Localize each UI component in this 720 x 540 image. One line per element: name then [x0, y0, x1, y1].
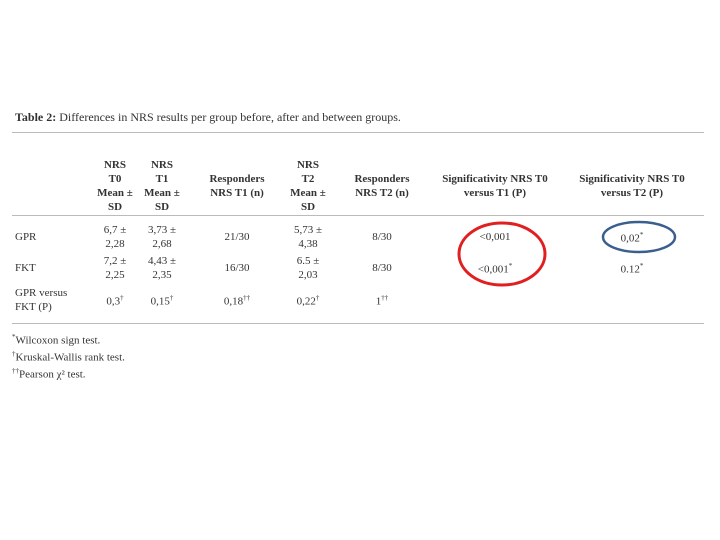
- cell: 0,3†: [50, 286, 180, 314]
- cell-text: 3,73 ± 2,68: [147, 224, 177, 250]
- cell-content: <0,001*: [430, 259, 560, 277]
- caption: Table 2: Differences in NRS results per …: [15, 110, 401, 125]
- footnote: *Wilcoxon sign test.: [12, 333, 100, 347]
- cell-content: 5,73 ± 4,38: [243, 223, 373, 251]
- cell: 4,43 ± 2,35: [97, 254, 227, 282]
- cell-content: 4,43 ± 2,35: [97, 254, 227, 282]
- footnote-text: Kruskal-Wallis rank test.: [15, 351, 125, 364]
- cell-content: 6,7 ± 2,28: [50, 223, 180, 251]
- cell: 21/30: [172, 223, 302, 251]
- cell: 8/30: [317, 254, 447, 282]
- cell-sup: *: [639, 262, 644, 271]
- cell: 0,18††: [172, 286, 302, 314]
- cell-sup: †: [315, 294, 320, 303]
- footnote-text: Wilcoxon sign test.: [15, 334, 101, 347]
- footnote-text: Pearson χ² test.: [19, 368, 86, 381]
- footnote-mark: †: [12, 350, 16, 358]
- cell-content: 0,18††: [172, 291, 302, 309]
- cell-content: 0,15†: [97, 291, 227, 309]
- cell-content: 8/30: [317, 230, 447, 244]
- row-label: GPR: [15, 231, 37, 243]
- cell: 3,73 ± 2,68: [97, 223, 227, 251]
- footnote-mark: *: [12, 333, 16, 341]
- header-cell: Significativity NRS T0 versus T1 (P): [442, 173, 548, 199]
- rule: [12, 215, 704, 216]
- cell-text: 0,18: [223, 295, 244, 308]
- cell: 1††: [317, 286, 447, 314]
- rule: [12, 132, 704, 133]
- cell: 6.5 ± 2,03: [243, 254, 373, 282]
- cell-text: 0,15: [150, 295, 170, 308]
- cell-content: 1††: [317, 291, 447, 309]
- cell-text: 8/30: [372, 231, 392, 243]
- cell-text: 4,43 ± 2,35: [147, 255, 177, 281]
- cell-text: 7,2 ± 2,25: [103, 255, 127, 281]
- header-cell: Responders NRS T2 (n): [354, 173, 410, 199]
- footnote-mark: ††: [12, 367, 19, 375]
- cell-text: 6.5 ± 2,03: [296, 255, 320, 281]
- cell-content: 0,02*: [567, 228, 697, 246]
- footnote: †Kruskal-Wallis rank test.: [12, 350, 125, 364]
- cell: 0,22†: [243, 286, 373, 314]
- header-cell: NRS T0 Mean ± SD: [97, 159, 133, 213]
- cell-text: 1: [375, 295, 382, 308]
- cell-text: 0.12: [620, 263, 640, 276]
- cell-content: 6.5 ± 2,03: [243, 254, 373, 282]
- cell: <0,001: [430, 223, 560, 251]
- cell-content: 8/30: [317, 261, 447, 275]
- cell-sup: †: [120, 294, 124, 303]
- header-cell: NRS T1 Mean ± SD: [144, 159, 180, 213]
- cell: <0,001*: [430, 254, 560, 282]
- cell-sup: ††: [243, 294, 251, 303]
- cell: 16/30: [172, 254, 302, 282]
- cell-sup: †: [169, 294, 174, 303]
- cell: 0.12*: [567, 254, 697, 282]
- cell-text: 5,73 ± 4,38: [293, 224, 323, 250]
- cell-text: <0,001: [477, 263, 509, 276]
- cell: 7,2 ± 2,25: [50, 254, 180, 282]
- red-ellipse: [457, 221, 547, 287]
- cell-content: 21/30: [172, 230, 302, 244]
- cell: 6,7 ± 2,28: [50, 223, 180, 251]
- cell-text: 0,22: [296, 295, 316, 308]
- cell-text: 21/30: [224, 231, 250, 243]
- caption-text: Differences in NRS results per group bef…: [59, 110, 401, 124]
- cell-text: 6,7 ± 2,28: [103, 224, 127, 250]
- cell: 5,73 ± 4,38: [243, 223, 373, 251]
- cell-text: 0,3: [106, 295, 121, 308]
- cell-content: 0.12*: [567, 259, 697, 277]
- footnote: ††Pearson χ² test.: [12, 367, 86, 381]
- cell-content: 7,2 ± 2,25: [50, 254, 180, 282]
- cell-content: 16/30: [172, 261, 302, 275]
- cell-text: <0,001: [479, 231, 511, 243]
- row-label: GPR versus FKT (P): [15, 287, 68, 313]
- cell-sup: *: [508, 262, 513, 271]
- cell-text: 16/30: [224, 262, 250, 274]
- cell: 8/30: [317, 223, 447, 251]
- cell-content: 0,3†: [50, 291, 180, 309]
- caption-label: Table 2:: [15, 110, 57, 124]
- header-cell: Significativity NRS T0 versus T2 (P): [579, 173, 685, 199]
- cell-sup: *: [639, 231, 644, 240]
- header-cell: Responders NRS T1 (n): [209, 173, 265, 199]
- header-cell: NRS T2 Mean ± SD: [290, 159, 326, 213]
- cell-text: 0,02: [620, 232, 640, 245]
- rule: [12, 323, 704, 324]
- cell-sup: ††: [381, 294, 389, 303]
- cell-content: <0,001: [430, 230, 560, 244]
- blue-ellipse: [601, 220, 677, 254]
- cell-content: 3,73 ± 2,68: [97, 223, 227, 251]
- row-label: FKT: [15, 262, 36, 274]
- cell: 0,15†: [97, 286, 227, 314]
- cell: 0,02*: [567, 223, 697, 251]
- cell-content: 0,22†: [243, 291, 373, 309]
- cell-text: 8/30: [372, 262, 392, 274]
